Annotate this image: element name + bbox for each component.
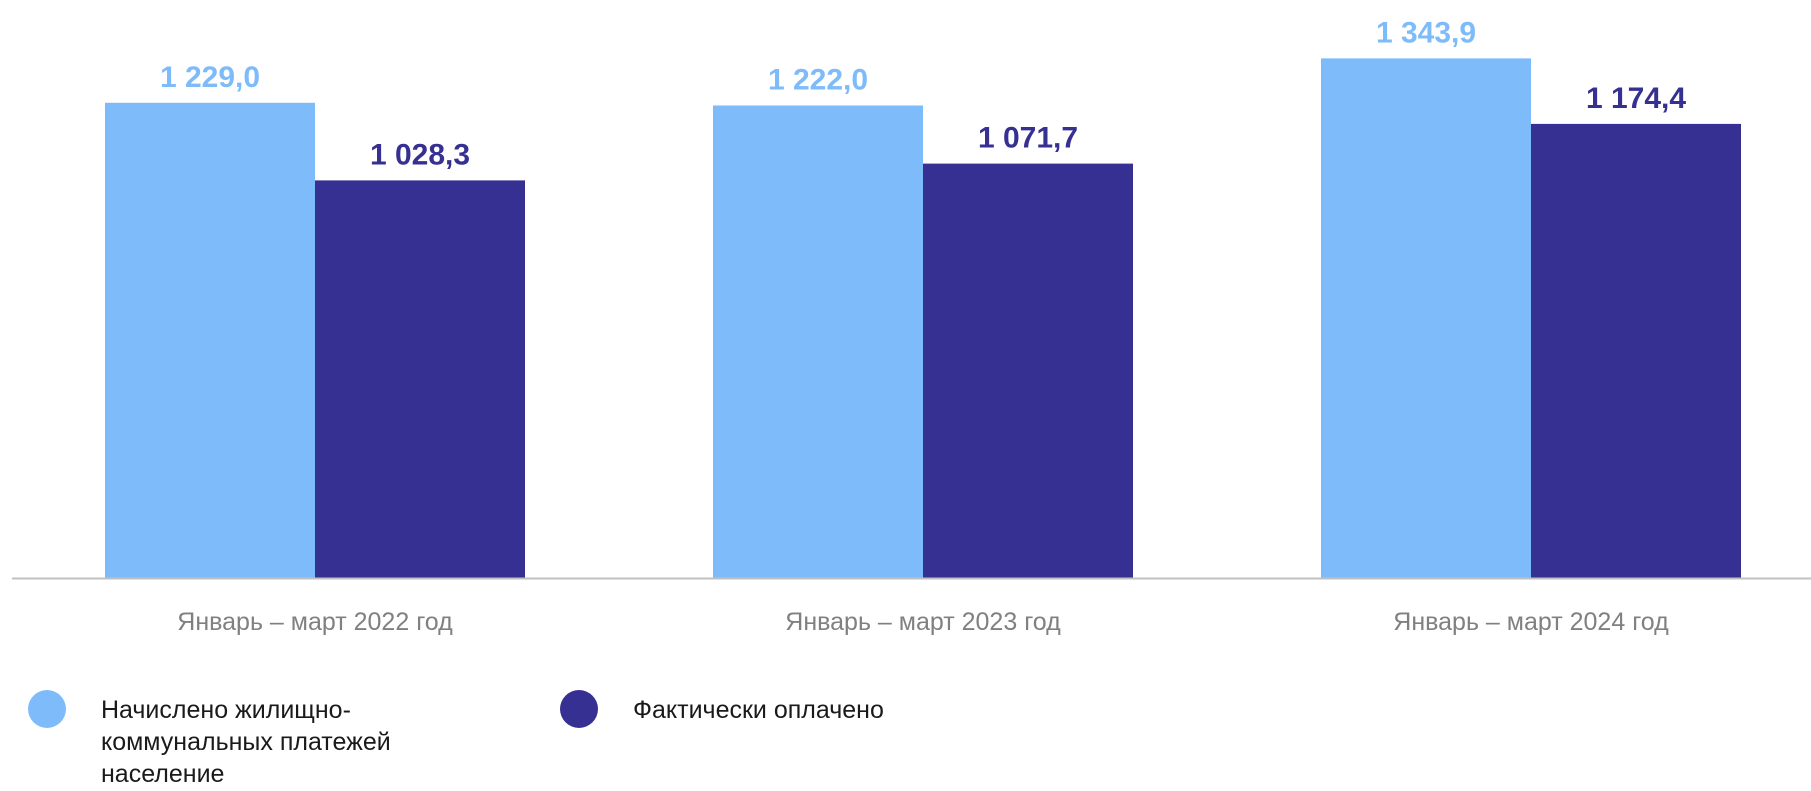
legend-label-accrued: Начислено жилищно-коммунальных платежей … xyxy=(101,696,391,788)
bar-s1-c0 xyxy=(315,180,525,578)
x-tick-label-0: Январь – март 2022 год xyxy=(177,608,453,636)
value-label-s1-c2: 1 174,4 xyxy=(1586,82,1686,115)
value-label-s0-c1: 1 222,0 xyxy=(768,63,868,96)
bar-s0-c1 xyxy=(713,105,923,578)
value-label-s1-c0: 1 028,3 xyxy=(370,138,470,171)
legend-item-accrued: Начислено жилищно-коммунальных платежей … xyxy=(28,690,431,790)
bars-group xyxy=(105,58,1741,579)
x-tick-labels-group: Январь – март 2022 год Январь – март 2023… xyxy=(177,608,1669,636)
bar-s0-c2 xyxy=(1321,58,1531,579)
bar-s0-c0 xyxy=(105,102,315,578)
legend-swatch-accrued xyxy=(28,690,66,728)
legend-item-paid: Фактически оплачено xyxy=(560,690,963,728)
bar-chart: 1 229,0 1 222,0 1 343,9 1 028,3 1 071,7 1 174… xyxy=(12,16,1811,636)
value-label-s0-c2: 1 343,9 xyxy=(1376,16,1476,49)
value-label-s1-c1: 1 071,7 xyxy=(978,122,1078,155)
value-label-s0-c0: 1 229,0 xyxy=(160,61,260,94)
bar-s1-c2 xyxy=(1531,123,1741,578)
bar-s1-c1 xyxy=(923,163,1133,579)
x-tick-label-2: Январь – март 2024 год xyxy=(1393,608,1669,636)
legend-swatch-paid xyxy=(560,690,598,728)
x-tick-label-1: Январь – март 2023 год xyxy=(785,608,1061,636)
value-labels-group: 1 229,0 1 222,0 1 343,9 1 028,3 1 071,7 1 174… xyxy=(160,16,1686,171)
legend-label-paid: Фактически оплачено xyxy=(633,696,884,724)
